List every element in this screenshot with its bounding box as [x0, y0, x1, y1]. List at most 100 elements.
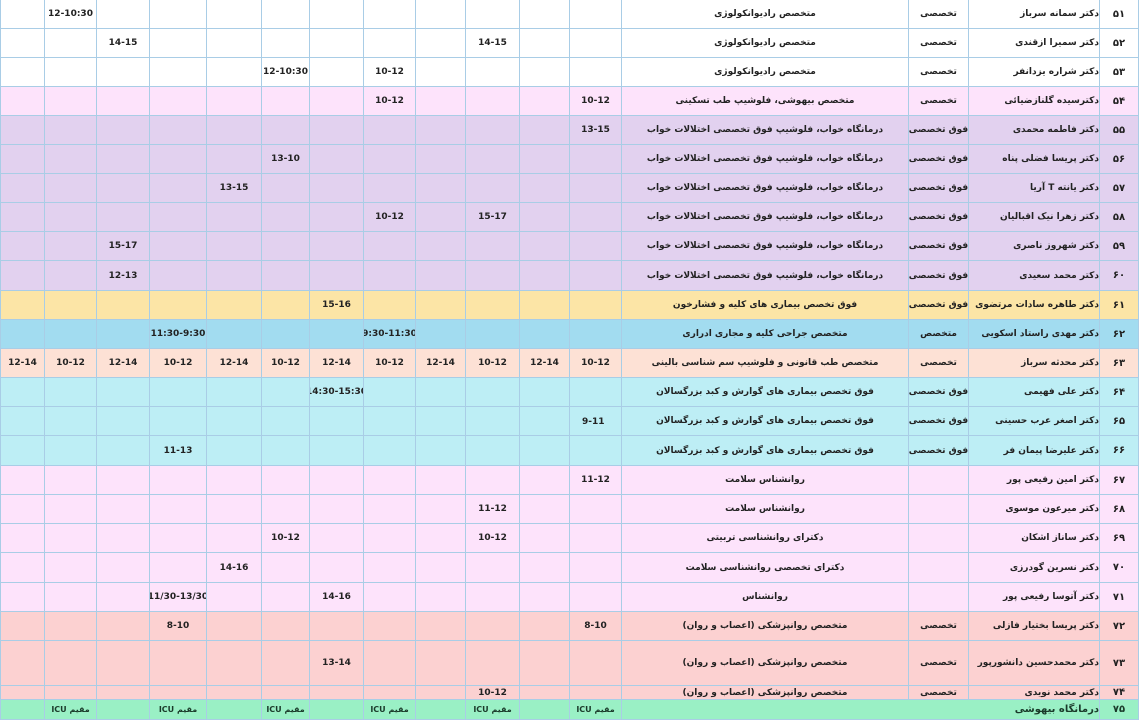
time-slot-cell[interactable] [0, 261, 45, 291]
time-slot-cell[interactable] [207, 583, 262, 612]
time-slot-cell[interactable] [207, 495, 262, 524]
time-slot-cell[interactable] [466, 407, 520, 436]
time-slot-cell[interactable] [207, 320, 262, 349]
time-slot-cell[interactable] [97, 553, 150, 583]
time-slot-cell[interactable]: 13-10 [262, 145, 310, 174]
time-slot-cell[interactable] [262, 29, 310, 58]
time-slot-cell[interactable] [97, 116, 150, 145]
time-slot-cell[interactable] [45, 261, 97, 291]
time-slot-cell[interactable] [466, 145, 520, 174]
time-slot-cell[interactable] [97, 87, 150, 116]
time-slot-cell[interactable] [570, 0, 622, 29]
time-slot-cell[interactable] [364, 524, 416, 553]
time-slot-cell[interactable] [97, 524, 150, 553]
time-slot-cell[interactable] [520, 641, 570, 686]
time-slot-cell[interactable] [466, 466, 520, 495]
time-slot-cell[interactable] [150, 686, 207, 700]
time-slot-cell[interactable] [207, 203, 262, 232]
time-slot-cell[interactable]: 12-14 [310, 349, 364, 378]
time-slot-cell[interactable] [416, 495, 466, 524]
time-slot-cell[interactable] [45, 378, 97, 407]
time-slot-cell[interactable] [364, 553, 416, 583]
time-slot-cell[interactable]: 11-13 [150, 436, 207, 466]
time-slot-cell[interactable]: 11-12 [570, 466, 622, 495]
time-slot-cell[interactable] [310, 261, 364, 291]
time-slot-cell[interactable] [570, 583, 622, 612]
time-slot-cell[interactable] [97, 641, 150, 686]
time-slot-cell[interactable] [45, 612, 97, 641]
time-slot-cell[interactable] [207, 116, 262, 145]
time-slot-cell[interactable] [207, 291, 262, 320]
time-slot-cell[interactable] [150, 0, 207, 29]
time-slot-cell[interactable] [207, 29, 262, 58]
time-slot-cell[interactable] [97, 378, 150, 407]
time-slot-cell[interactable]: 12-14 [0, 349, 45, 378]
time-slot-cell[interactable] [0, 641, 45, 686]
time-slot-cell[interactable]: 9:30-11:30 [364, 320, 416, 349]
time-slot-cell[interactable]: 10-12 [364, 87, 416, 116]
footer-slot-cell[interactable] [207, 700, 262, 720]
time-slot-cell[interactable] [570, 407, 622, 436]
time-slot-cell[interactable] [97, 686, 150, 700]
time-slot-cell[interactable] [262, 553, 310, 583]
time-slot-cell[interactable] [97, 0, 150, 29]
time-slot-cell[interactable] [45, 174, 97, 203]
time-slot-cell[interactable] [0, 145, 45, 174]
time-slot-cell[interactable] [150, 524, 207, 553]
time-slot-cell[interactable] [310, 232, 364, 261]
time-slot-cell[interactable]: 10-12 [466, 686, 520, 700]
time-slot-cell[interactable] [45, 466, 97, 495]
time-slot-cell[interactable] [466, 174, 520, 203]
time-slot-cell[interactable] [520, 261, 570, 291]
time-slot-cell[interactable]: 13-15 [207, 174, 262, 203]
time-slot-cell[interactable] [207, 466, 262, 495]
time-slot-cell[interactable] [150, 495, 207, 524]
time-slot-cell[interactable] [310, 466, 364, 495]
time-slot-cell[interactable] [520, 524, 570, 553]
time-slot-cell[interactable] [45, 116, 97, 145]
time-slot-cell[interactable] [97, 291, 150, 320]
time-slot-cell[interactable] [45, 232, 97, 261]
time-slot-cell[interactable] [570, 29, 622, 58]
time-slot-cell[interactable] [416, 320, 466, 349]
time-slot-cell[interactable]: 14-16 [207, 553, 262, 583]
time-slot-cell[interactable] [0, 320, 45, 349]
time-slot-cell[interactable] [520, 29, 570, 58]
time-slot-cell[interactable] [45, 29, 97, 58]
time-slot-cell[interactable] [416, 145, 466, 174]
time-slot-cell[interactable] [150, 116, 207, 145]
time-slot-cell[interactable]: 10-12 [570, 349, 622, 378]
time-slot-cell[interactable] [466, 116, 520, 145]
time-slot-cell[interactable] [0, 58, 45, 87]
time-slot-cell[interactable] [0, 407, 45, 436]
time-slot-cell[interactable] [45, 524, 97, 553]
time-slot-cell[interactable] [262, 0, 310, 29]
time-slot-cell[interactable] [262, 320, 310, 349]
time-slot-cell[interactable] [207, 641, 262, 686]
time-slot-cell[interactable] [520, 174, 570, 203]
time-slot-cell[interactable] [97, 320, 150, 349]
time-slot-cell[interactable] [207, 436, 262, 466]
time-slot-cell[interactable] [207, 58, 262, 87]
time-slot-cell[interactable] [570, 232, 622, 261]
time-slot-cell[interactable] [364, 378, 416, 407]
time-slot-cell[interactable] [262, 203, 310, 232]
time-slot-cell[interactable] [262, 686, 310, 700]
time-slot-cell[interactable] [416, 583, 466, 612]
time-slot-cell[interactable] [416, 87, 466, 116]
time-slot-cell[interactable] [570, 58, 622, 87]
time-slot-cell[interactable] [0, 436, 45, 466]
time-slot-cell[interactable] [520, 232, 570, 261]
time-slot-cell[interactable] [310, 407, 364, 436]
time-slot-cell[interactable]: 15-16 [310, 291, 364, 320]
time-slot-cell[interactable] [207, 145, 262, 174]
time-slot-cell[interactable] [150, 145, 207, 174]
time-slot-cell[interactable] [97, 407, 150, 436]
footer-slot-cell[interactable] [97, 700, 150, 720]
time-slot-cell[interactable]: 13-14 [310, 641, 364, 686]
time-slot-cell[interactable] [0, 495, 45, 524]
time-slot-cell[interactable] [310, 553, 364, 583]
time-slot-cell[interactable]: 13-15 [570, 116, 622, 145]
time-slot-cell[interactable] [364, 466, 416, 495]
time-slot-cell[interactable]: 12-14 [416, 349, 466, 378]
